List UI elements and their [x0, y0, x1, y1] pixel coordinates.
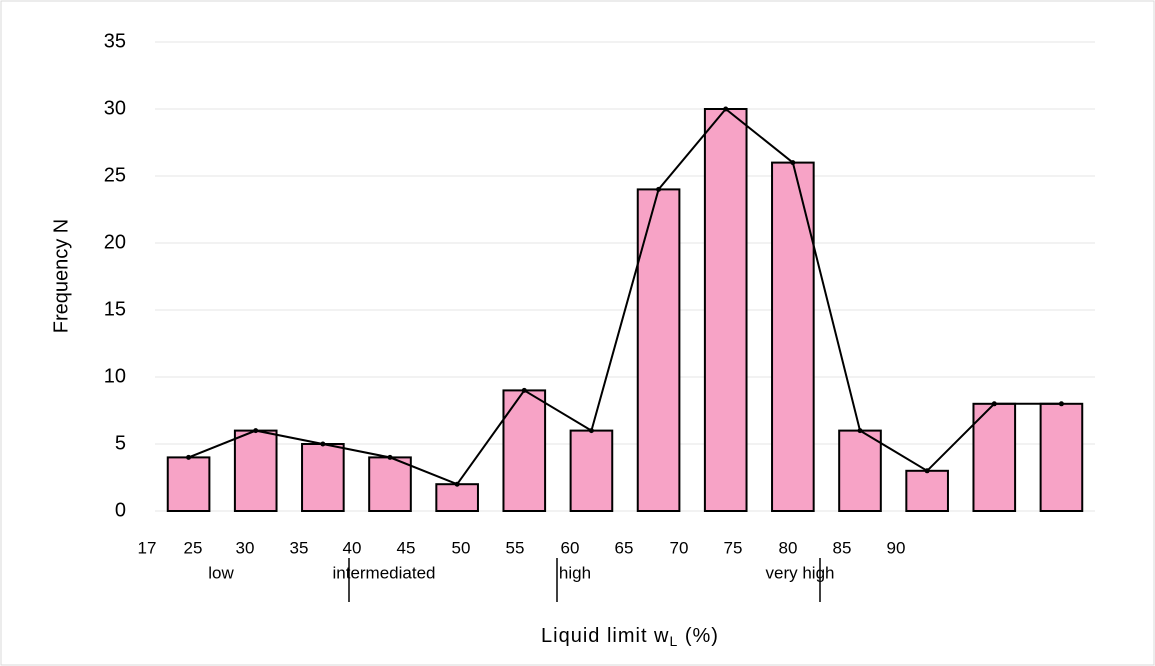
x-tick-label: 30 [236, 538, 255, 557]
x-tick-label: 25 [184, 538, 203, 557]
frequency-line [188, 107, 1062, 486]
line-point [186, 454, 192, 460]
x-axis-label-text: Liquid limit w [541, 625, 669, 647]
x-tick-label: 60 [561, 538, 580, 557]
line-point [656, 186, 662, 192]
x-tick-label: 45 [397, 538, 416, 557]
bar [502, 389, 547, 512]
x-tick-label: 35 [290, 538, 309, 557]
bar [972, 402, 1017, 512]
line-point [790, 160, 796, 166]
bar [1039, 402, 1084, 512]
line-point [454, 481, 460, 487]
bar [233, 429, 278, 513]
y-tick-label: 30 [104, 97, 126, 119]
bar [435, 483, 479, 513]
x-tick-label: 40 [343, 538, 362, 557]
x-axis-label-subscript: L [670, 633, 679, 649]
line-point [924, 468, 930, 474]
x-axis-label: Liquid limit wL (%) [541, 625, 719, 648]
zone-label: low [208, 563, 234, 582]
x-tick-label: 90 [887, 538, 906, 557]
line-point [991, 401, 997, 407]
line-point [387, 454, 393, 460]
bar [569, 429, 614, 513]
y-tick-label: 35 [104, 30, 126, 52]
y-tick-label: 0 [115, 499, 126, 521]
x-tick-label: 70 [670, 538, 689, 557]
line-point [588, 428, 594, 434]
line-point [253, 428, 259, 434]
line-point [857, 428, 863, 434]
x-tick-label: 17 [138, 538, 157, 557]
line-point [521, 387, 527, 393]
x-tick-label: 85 [833, 538, 852, 557]
x-tick-label: 80 [779, 538, 798, 557]
bar [703, 108, 748, 512]
zone-label: high [559, 563, 591, 582]
y-tick-label: 5 [115, 432, 126, 454]
bar [771, 161, 815, 512]
zone-label: very high [766, 563, 835, 582]
line-point [320, 441, 326, 447]
x-tick-label: 50 [452, 538, 471, 557]
line-point [723, 106, 729, 112]
x-tick-label: 75 [724, 538, 743, 557]
y-axis-label: Frequency N [50, 219, 72, 334]
y-tick-label: 25 [104, 164, 126, 186]
bar [636, 188, 681, 512]
line-point [1058, 401, 1064, 407]
bar [166, 456, 211, 512]
y-tick-label: 20 [104, 231, 126, 253]
y-tick-label: 15 [104, 298, 126, 320]
bar [838, 429, 882, 513]
x-tick-label: 55 [506, 538, 525, 557]
bar [905, 469, 949, 512]
x-axis-label-suffix: (%) [678, 625, 719, 647]
bar [301, 443, 345, 512]
y-tick-label: 10 [104, 365, 126, 387]
x-tick-label: 65 [615, 538, 634, 557]
bar [368, 456, 412, 512]
zone-label: intermediated [332, 563, 435, 582]
